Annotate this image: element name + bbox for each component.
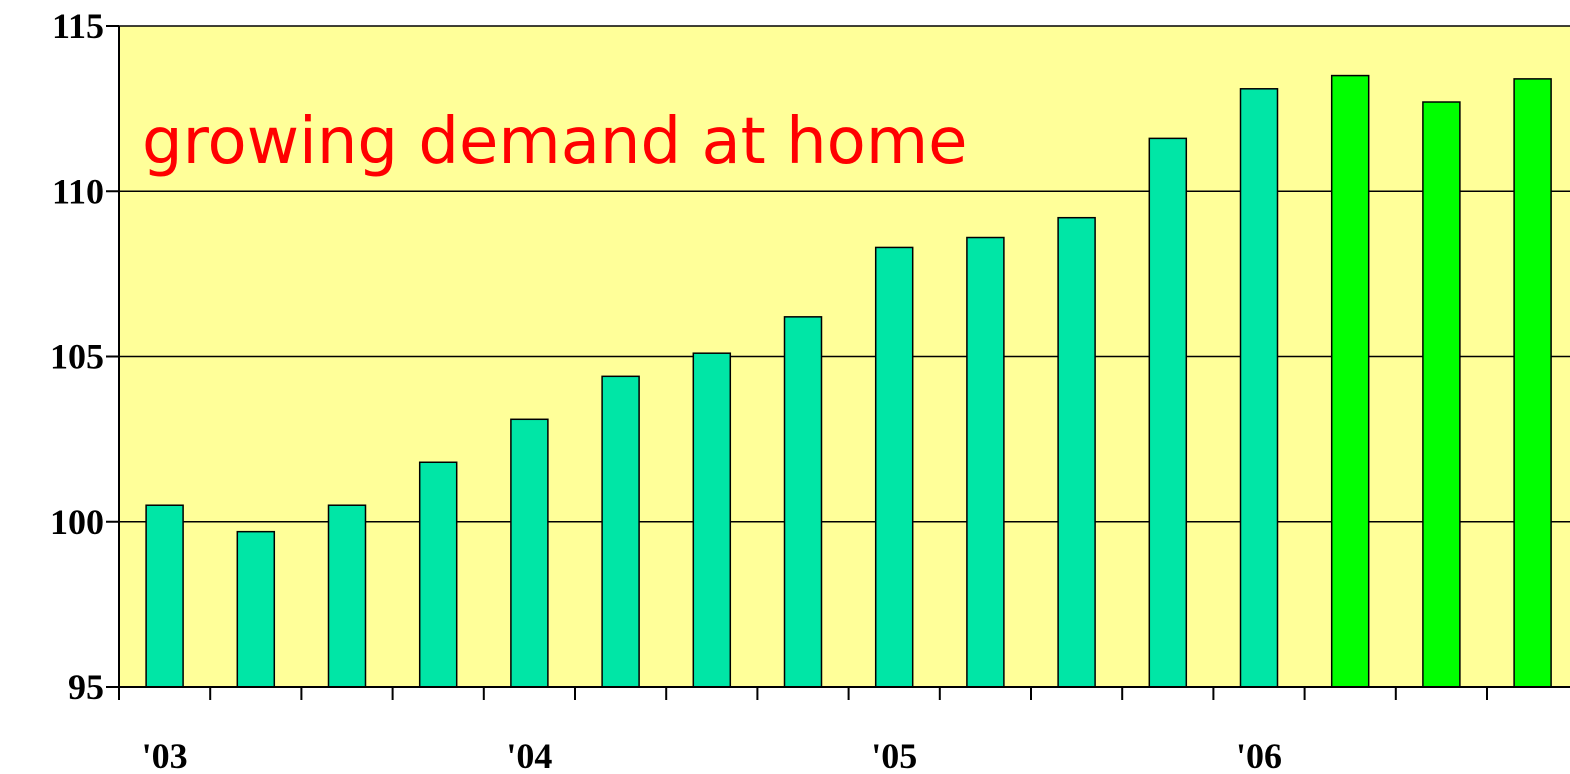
x-tick-labels: '03 '04 '05 '06	[142, 736, 1282, 774]
x-tick-label-8: '05	[871, 736, 917, 774]
bar-7	[783, 316, 823, 688]
bar-14	[1422, 101, 1461, 688]
y-tick-label-100: 100	[50, 502, 104, 542]
bar-1	[236, 530, 276, 688]
bar-15	[1513, 78, 1552, 688]
y-tick-label-115: 115	[52, 6, 104, 46]
bar-8	[874, 246, 914, 688]
y-tick-label-105: 105	[50, 337, 104, 377]
axes	[106, 25, 1570, 700]
x-tick-label-4: '04	[506, 736, 552, 774]
bar-0	[145, 504, 184, 688]
bar-5	[601, 375, 640, 688]
bar-13	[1330, 74, 1370, 688]
bar-9	[966, 236, 1005, 688]
x-tick-label-12: '06	[1236, 736, 1282, 774]
bar-3	[418, 461, 458, 688]
bar-6	[692, 352, 732, 688]
bar-4	[510, 418, 549, 688]
x-tick-label-0: '03	[142, 736, 188, 774]
bar-10	[1057, 216, 1096, 688]
chart-annotation: growing demand at home	[142, 105, 968, 179]
bar-2	[327, 504, 367, 688]
bar-12	[1239, 88, 1279, 688]
y-tick-label-95: 95	[68, 667, 104, 707]
bars	[145, 74, 1552, 688]
y-tick-label-110: 110	[52, 171, 104, 211]
bar-11	[1148, 137, 1188, 688]
y-tick-labels: 95 100 105 110 115	[50, 6, 104, 707]
